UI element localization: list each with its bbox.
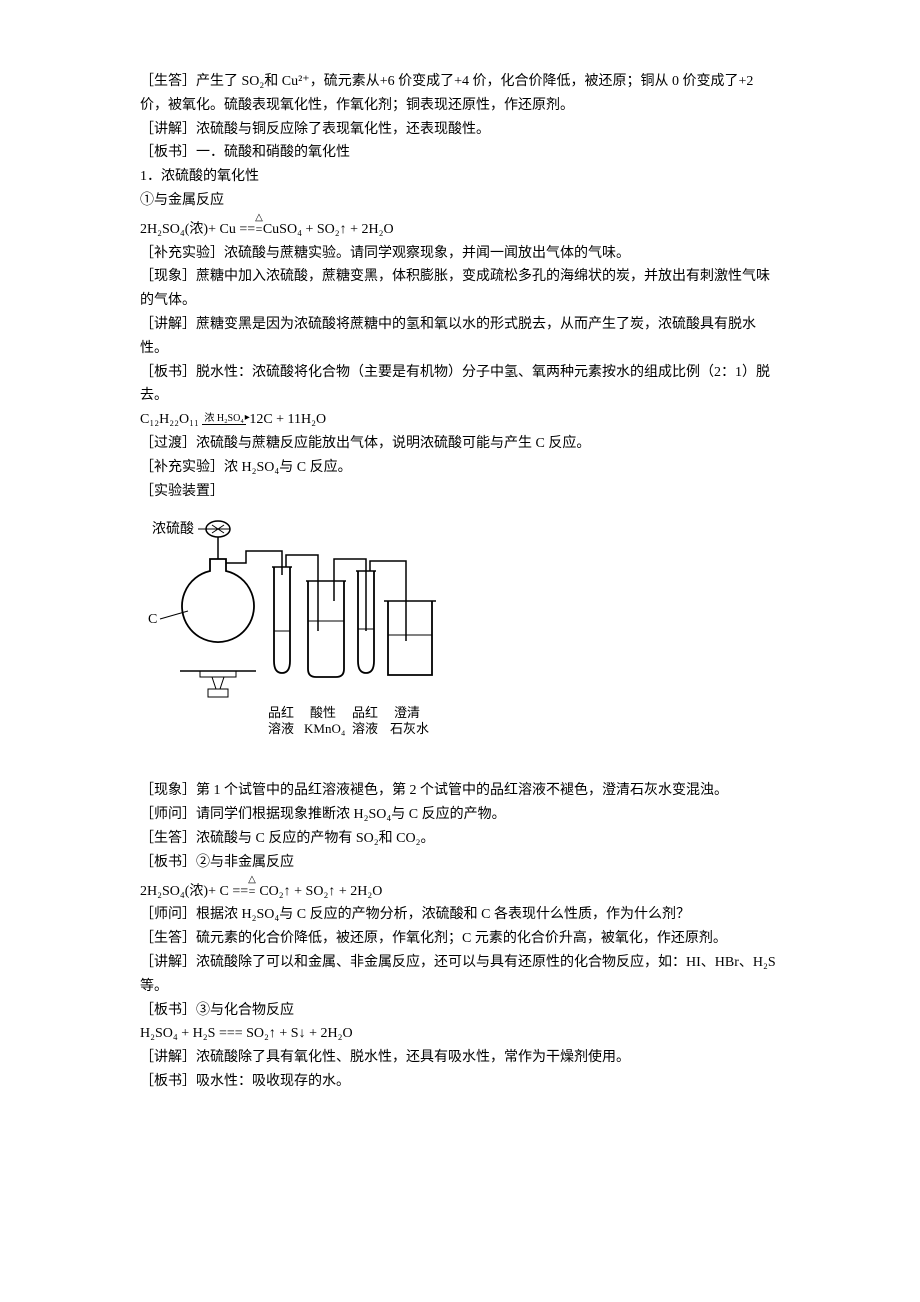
paragraph-explain-3: ［讲解］浓硫酸除了可以和金属、非金属反应，还可以与具有还原性的化合物反应，如：H… bbox=[140, 951, 780, 999]
label-c: C bbox=[148, 612, 157, 627]
label-r1-1: 酸性 bbox=[310, 705, 336, 720]
paragraph-phenomenon-1: ［现象］蔗糖中加入浓硫酸，蔗糖变黑，体积膨胀，变成疏松多孔的海绵状的炭，并放出有… bbox=[140, 265, 780, 313]
paragraph-supplement-1: ［补充实验］浓硫酸与蔗糖实验。请同学观察现象，并闻一闻放出气体的气味。 bbox=[140, 242, 780, 266]
paragraph-phenomenon-2: ［现象］第 1 个试管中的品红溶液褪色，第 2 个试管中的品红溶液不褪色，澄清石… bbox=[140, 779, 780, 803]
label-r2-3: 石灰水 bbox=[390, 721, 429, 736]
equation-2: C₁₂H₂₂O₁₁ 浓 H₂SO₄ ▸ 12C + 11H₂O bbox=[140, 408, 780, 432]
triangle-symbol: △= bbox=[255, 213, 263, 235]
label-r2-1: KMnO₄ bbox=[304, 721, 346, 736]
paragraph-answer-3: ［生答］硫元素的化合价降低，被还原，作氧化剂；C 元素的化合价升高，被氧化，作还… bbox=[140, 927, 780, 951]
label-r1-0: 品红 bbox=[268, 705, 294, 720]
label-conc-h2so4: 浓硫酸 bbox=[152, 521, 194, 537]
eq2-left: C₁₂H₂₂O₁₁ bbox=[140, 412, 199, 427]
bullet-1: ①与金属反应 bbox=[140, 189, 780, 213]
triangle-symbol-2: △= bbox=[248, 875, 256, 897]
paragraph-apparatus-label: ［实验装置］ bbox=[140, 480, 780, 504]
eq2-right: 12C + 11H₂O bbox=[249, 412, 326, 427]
paragraph-explain-2: ［讲解］蔗糖变黑是因为浓硫酸将蔗糖中的氢和氧以水的形式脱去，从而产生了炭，浓硫酸… bbox=[140, 313, 780, 361]
equation-1: 2H₂SO₄(浓)+ Cu ==△=CuSO₄ + SO₂↑ + 2H₂O bbox=[140, 213, 780, 242]
paragraph-answer-2: ［生答］浓硫酸与 C 反应的产物有 SO₂和 CO₂。 bbox=[140, 827, 780, 851]
eq1-right: CuSO₄ + SO₂↑ + 2H₂O bbox=[263, 222, 394, 237]
subheading-1: 1．浓硫酸的氧化性 bbox=[140, 165, 780, 189]
board-compound: ［板书］③与化合物反应 bbox=[140, 999, 780, 1023]
paragraph-transition: ［过渡］浓硫酸与蔗糖反应能放出气体，说明浓硫酸可能与产生 C 反应。 bbox=[140, 432, 780, 456]
label-r1-3: 澄清 bbox=[394, 705, 420, 720]
equation-3: 2H₂SO₄(浓)+ C ==△= CO₂↑ + SO₂↑ + 2H₂O bbox=[140, 875, 780, 904]
reaction-arrow: 浓 H₂SO₄ ▸ bbox=[202, 414, 245, 425]
label-r2-0: 溶液 bbox=[268, 721, 294, 736]
paragraph-supplement-2: ［补充实验］浓 H₂SO₄与 C 反应。 bbox=[140, 456, 780, 480]
paragraph-question-2: ［师问］根据浓 H₂SO₄与 C 反应的产物分析，浓硫酸和 C 各表现什么性质，… bbox=[140, 903, 780, 927]
label-r1-2: 品红 bbox=[352, 705, 378, 720]
eq3-right: CO₂↑ + SO₂↑ + 2H₂O bbox=[256, 884, 383, 899]
board-hygroscopic: ［板书］吸水性：吸收现存的水。 bbox=[140, 1070, 780, 1094]
eq1-left: 2H₂SO₄(浓)+ Cu == bbox=[140, 222, 255, 237]
paragraph-answer-1: ［生答］产生了 SO₂和 Cu²⁺，硫元素从+6 价变成了+4 价，化合价降低，… bbox=[140, 70, 780, 118]
equation-4: H₂SO₄ + H₂S === SO₂↑ + S↓ + 2H₂O bbox=[140, 1022, 780, 1046]
apparatus-diagram: 浓硫酸 C bbox=[140, 511, 780, 771]
board-dehydration: ［板书］脱水性：浓硫酸将化合物（主要是有机物）分子中氢、氧两种元素按水的组成比例… bbox=[140, 361, 780, 409]
eq3-left: 2H₂SO₄(浓)+ C == bbox=[140, 884, 248, 899]
board-nonmetal: ［板书］②与非金属反应 bbox=[140, 851, 780, 875]
board-heading-1: ［板书］一．硫酸和硝酸的氧化性 bbox=[140, 141, 780, 165]
paragraph-question-1: ［师问］请同学们根据现象推断浓 H₂SO₄与 C 反应的产物。 bbox=[140, 803, 780, 827]
label-r2-2: 溶液 bbox=[352, 721, 378, 736]
paragraph-explain-4: ［讲解］浓硫酸除了具有氧化性、脱水性，还具有吸水性，常作为干燥剂使用。 bbox=[140, 1046, 780, 1070]
paragraph-explain-1: ［讲解］浓硫酸与铜反应除了表现氧化性，还表现酸性。 bbox=[140, 118, 780, 142]
